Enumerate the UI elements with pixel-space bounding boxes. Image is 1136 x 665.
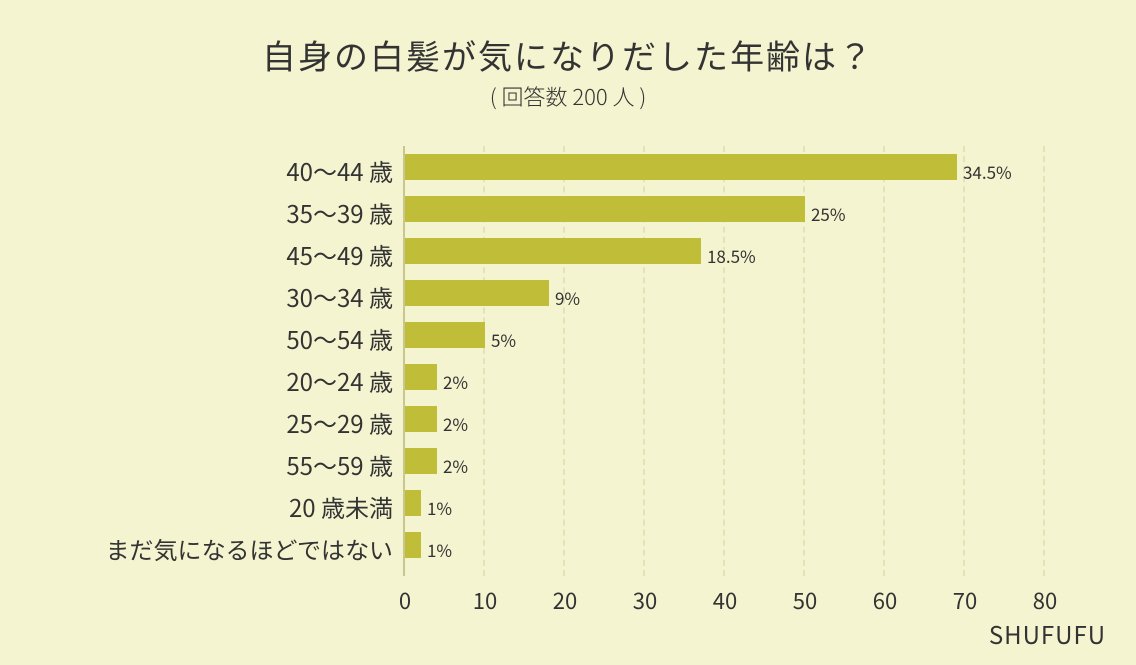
bar	[405, 490, 421, 516]
x-axis-tick: 50	[793, 584, 817, 616]
value-label: 2%	[443, 411, 468, 436]
value-label: 2%	[443, 369, 468, 394]
category-label: 20 歳未満	[0, 489, 393, 524]
category-label: まだ気になるほどではない	[0, 531, 393, 566]
bar	[405, 238, 701, 264]
gridline	[1043, 146, 1045, 576]
bar	[405, 364, 437, 390]
value-label: 25%	[811, 201, 846, 226]
x-axis-tick: 80	[1033, 584, 1057, 616]
category-label: 55～59 歳	[0, 447, 393, 482]
chart-plot-area: 0102030405060708040～44 歳34.5%35～39 歳25%4…	[405, 146, 1045, 626]
x-axis-tick: 40	[713, 584, 737, 616]
bar	[405, 322, 485, 348]
x-axis-tick: 20	[553, 584, 577, 616]
category-label: 40～44 歳	[0, 153, 393, 188]
category-label: 30～34 歳	[0, 279, 393, 314]
category-label: 35～39 歳	[0, 195, 393, 230]
value-label: 1%	[427, 537, 452, 562]
category-label: 50～54 歳	[0, 321, 393, 356]
x-axis-tick: 70	[953, 584, 977, 616]
bar	[405, 406, 437, 432]
category-label: 45～49 歳	[0, 237, 393, 272]
bar	[405, 448, 437, 474]
x-axis-tick: 30	[633, 584, 657, 616]
category-label: 20～24 歳	[0, 363, 393, 398]
value-label: 5%	[491, 327, 516, 352]
source-label: SHUFUFU	[989, 616, 1106, 651]
value-label: 2%	[443, 453, 468, 478]
chart-stage: 自身の白髪が気になりだした年齢は？ ( 回答数 200 人 ) 0 10 20 30 4…	[0, 0, 1136, 665]
value-label: 9%	[555, 285, 580, 310]
category-label: 25～29 歳	[0, 405, 393, 440]
gridline	[963, 146, 965, 576]
value-label: 34.5%	[963, 159, 1012, 184]
bar	[405, 154, 957, 180]
chart-title: 自身の白髪が気になりだした年齢は？	[0, 30, 1136, 79]
bar	[405, 532, 421, 558]
gridline	[883, 146, 885, 576]
bar	[405, 196, 805, 222]
x-axis-tick: 60	[873, 584, 897, 616]
bar	[405, 280, 549, 306]
value-label: 18.5%	[707, 243, 756, 268]
value-label: 1%	[427, 495, 452, 520]
x-axis-tick: 0	[399, 584, 411, 616]
x-axis-tick: 10	[473, 584, 497, 616]
chart-subtitle: ( 回答数 200 人 )	[0, 80, 1136, 112]
